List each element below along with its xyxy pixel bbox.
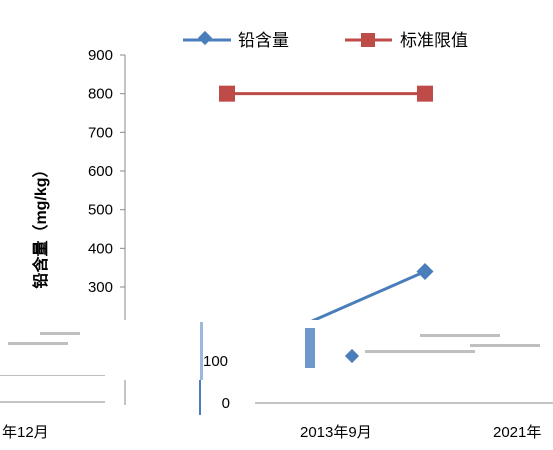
series-layer [219, 85, 434, 324]
distortion-overlay: 100 [203, 348, 360, 370]
y-tick-label-0-low: 0 [222, 395, 230, 412]
distortion-band: 100 [0, 320, 553, 380]
noise-stroke [8, 342, 68, 345]
y-tick-label: 900 [88, 47, 113, 64]
x-tick-label-2: 2021年 [493, 424, 541, 441]
noise-stroke [470, 344, 540, 347]
legend-label-lead: 铅含量 [238, 31, 289, 50]
data-point-limit [417, 85, 433, 102]
y-axis-title: 铅含量（mg/kg） [31, 161, 50, 288]
x-tick-label-1: 2013年9月 [300, 424, 372, 441]
x-tick-label-0: 年12月 [2, 424, 49, 441]
noise-stroke [200, 322, 203, 380]
legend-marker-lead [197, 30, 213, 46]
y-tick-label: 400 [88, 240, 113, 257]
distorted-tick-label-100: 100 [203, 353, 228, 370]
y-tick-label: 300 [88, 279, 113, 296]
legend-item-lead: 铅含量 [183, 30, 289, 50]
y-tick-label: 700 [88, 124, 113, 141]
y-tick-label: 500 [88, 202, 113, 219]
series-line-lead [309, 270, 426, 324]
noise-stroke [305, 328, 315, 368]
legend-marker-limit [361, 33, 375, 47]
noise-stroke [0, 375, 105, 376]
legend-label-limit: 标准限值 [400, 31, 468, 50]
data-point-limit [219, 85, 235, 102]
y-tick-label: 800 [88, 86, 113, 103]
y-tick-label: 600 [88, 163, 113, 180]
noise-stroke [40, 332, 80, 335]
x-axis-area: 0 年12月 2013年9月 2021年 [0, 380, 553, 441]
noise-stroke [420, 334, 500, 337]
legend-item-limit: 标准限值 [345, 31, 468, 50]
legend: 铅含量 标准限值 [183, 30, 468, 50]
noise-stroke [365, 350, 475, 353]
distorted-marker [344, 348, 360, 364]
y-tick-group: 200300400500600700800900 [88, 47, 125, 335]
data-point-lead [416, 263, 434, 281]
